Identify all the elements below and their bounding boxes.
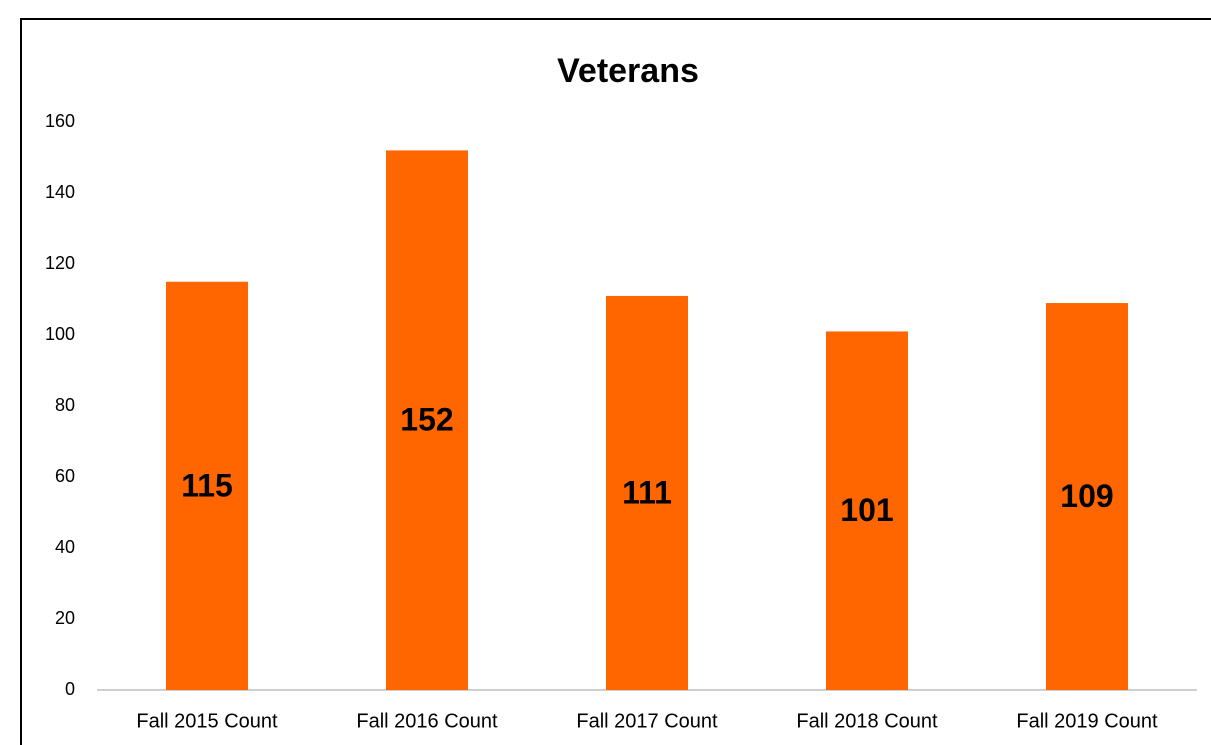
y-tick-label: 0	[65, 679, 75, 699]
y-tick-label: 40	[55, 537, 75, 557]
data-label: 111	[622, 474, 672, 510]
x-tick-label: Fall 2015 Count	[136, 710, 278, 732]
y-tick-label: 60	[55, 466, 75, 486]
y-tick-label: 120	[45, 253, 75, 273]
x-tick-label: Fall 2017 Count	[576, 710, 718, 732]
y-tick-label: 140	[45, 182, 75, 202]
bar	[386, 150, 468, 690]
x-tick-label: Fall 2018 Count	[796, 710, 938, 732]
y-tick-label: 100	[45, 324, 75, 344]
data-label: 109	[1060, 478, 1113, 514]
y-tick-label: 80	[55, 395, 75, 415]
y-tick-label: 20	[55, 608, 75, 628]
bar	[166, 281, 248, 690]
data-label: 152	[400, 402, 453, 438]
bar	[826, 331, 908, 690]
x-tick-label: Fall 2019 Count	[1016, 710, 1158, 732]
x-tick-label: Fall 2016 Count	[356, 710, 498, 732]
chart-title: Veterans	[557, 52, 699, 90]
bar	[1046, 303, 1128, 690]
data-label: 101	[840, 492, 893, 528]
data-label: 115	[181, 467, 233, 503]
bar	[606, 295, 688, 690]
y-tick-label: 160	[45, 111, 75, 131]
